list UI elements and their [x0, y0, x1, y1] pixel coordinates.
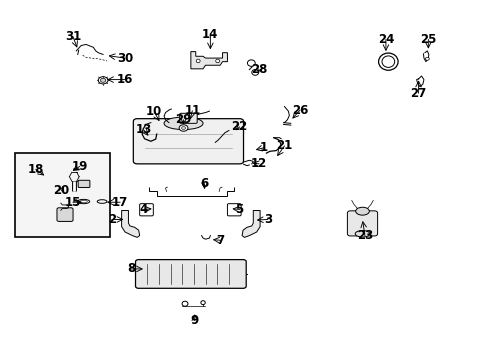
Text: 24: 24 — [377, 33, 393, 46]
Ellipse shape — [201, 301, 205, 305]
FancyBboxPatch shape — [57, 208, 73, 221]
Text: 23: 23 — [356, 229, 372, 242]
Text: 10: 10 — [146, 105, 162, 118]
Ellipse shape — [80, 200, 87, 203]
Text: 2: 2 — [107, 213, 116, 226]
FancyBboxPatch shape — [140, 204, 153, 216]
Text: 6: 6 — [200, 177, 208, 190]
FancyBboxPatch shape — [227, 204, 241, 216]
Ellipse shape — [355, 207, 368, 215]
Text: 29: 29 — [175, 113, 191, 126]
FancyBboxPatch shape — [179, 113, 197, 123]
Ellipse shape — [179, 125, 187, 131]
Text: 7: 7 — [216, 234, 224, 247]
Text: 25: 25 — [419, 33, 436, 46]
Ellipse shape — [247, 60, 255, 66]
Text: 8: 8 — [126, 262, 135, 275]
Ellipse shape — [98, 77, 108, 84]
Ellipse shape — [381, 56, 394, 67]
Text: 14: 14 — [202, 28, 218, 41]
Ellipse shape — [354, 230, 369, 237]
FancyBboxPatch shape — [135, 260, 245, 288]
Bar — [15, 153, 110, 237]
Text: 31: 31 — [64, 30, 81, 43]
Text: 22: 22 — [231, 121, 247, 134]
Text: 20: 20 — [53, 184, 70, 197]
Text: 12: 12 — [250, 157, 267, 170]
Ellipse shape — [251, 69, 258, 75]
Text: 21: 21 — [276, 139, 292, 152]
Polygon shape — [190, 51, 227, 69]
Ellipse shape — [100, 78, 105, 82]
Text: 28: 28 — [250, 63, 267, 76]
Text: 19: 19 — [71, 160, 88, 173]
Ellipse shape — [215, 59, 219, 63]
Text: 18: 18 — [27, 163, 44, 176]
Text: 26: 26 — [291, 104, 307, 117]
FancyBboxPatch shape — [346, 211, 377, 236]
Polygon shape — [122, 211, 140, 237]
Text: 1: 1 — [260, 141, 267, 154]
Ellipse shape — [182, 301, 187, 306]
Text: 11: 11 — [184, 104, 200, 117]
Text: 17: 17 — [112, 196, 128, 209]
Text: 3: 3 — [264, 213, 271, 226]
FancyBboxPatch shape — [78, 180, 90, 188]
Polygon shape — [242, 211, 260, 237]
Text: 27: 27 — [409, 87, 426, 100]
Text: 5: 5 — [235, 203, 243, 216]
Ellipse shape — [196, 59, 200, 63]
Ellipse shape — [181, 127, 185, 130]
Text: 30: 30 — [117, 51, 133, 64]
Text: 16: 16 — [117, 73, 133, 86]
FancyBboxPatch shape — [133, 119, 243, 164]
Text: 13: 13 — [135, 123, 151, 136]
Text: 4: 4 — [139, 203, 147, 216]
Ellipse shape — [163, 117, 203, 130]
Ellipse shape — [425, 57, 428, 60]
Text: 9: 9 — [190, 314, 199, 327]
Text: 15: 15 — [64, 196, 81, 209]
